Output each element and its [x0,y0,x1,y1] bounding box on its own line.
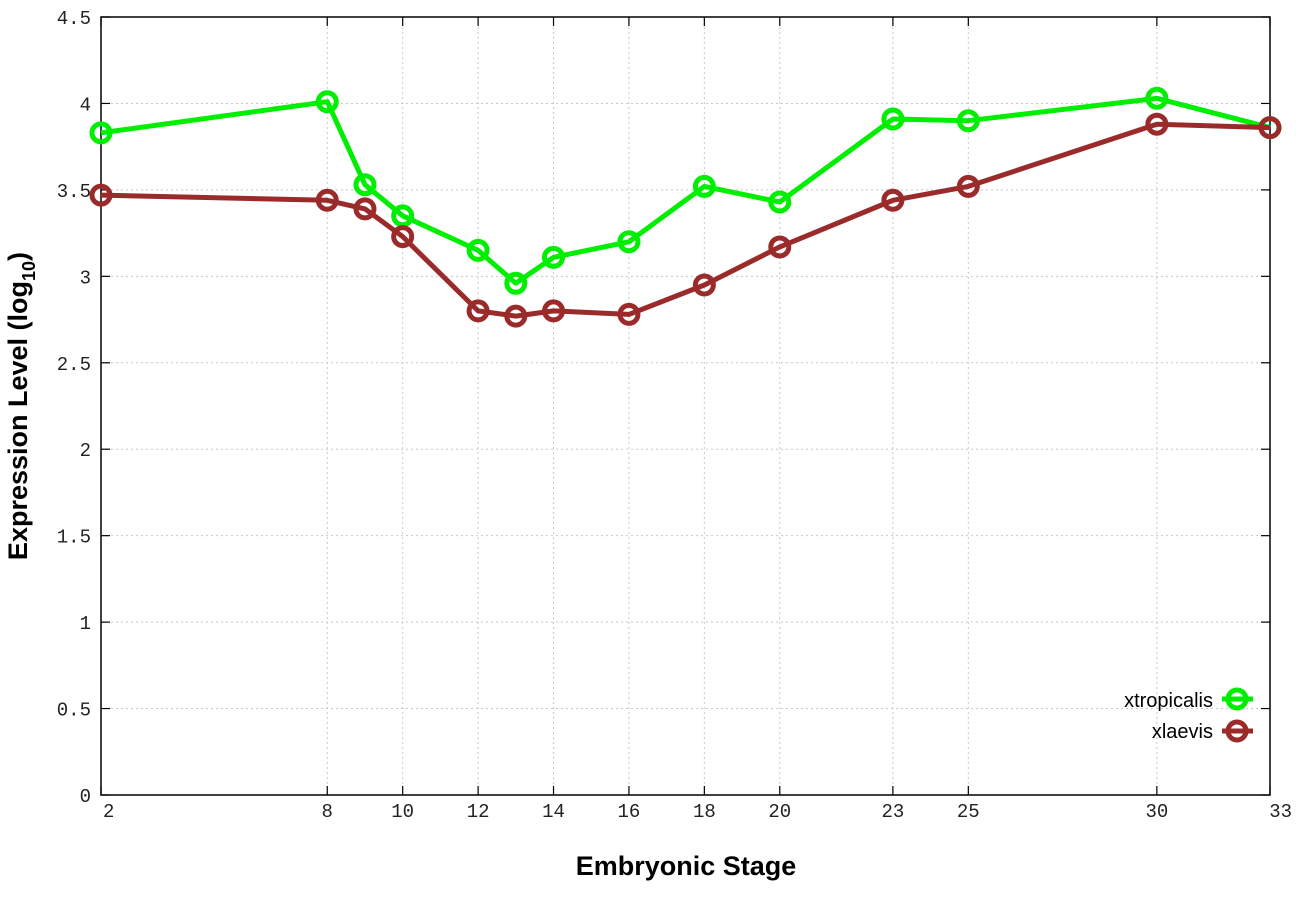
legend-label-xtropicalis: xtropicalis [1124,690,1213,712]
y-tick-label: 1 [80,613,91,635]
data-point-xlaevis [504,304,528,328]
x-tick-label: 10 [391,801,414,823]
x-tick-label: 25 [957,801,980,823]
y-tick-label: 0.5 [57,700,91,722]
y-tick-label: 0 [80,786,91,808]
x-tick-label: 14 [542,801,565,823]
y-axis-title-subscript: 10 [19,261,39,281]
legend-label-xlaevis: xlaevis [1152,721,1213,743]
data-point-xtropicalis [391,204,415,228]
data-point-xlaevis [1258,116,1282,140]
data-point-xtropicalis [1145,86,1169,110]
y-axis-title-main: Expression Level (log [3,281,33,560]
x-tick-label: 20 [768,801,791,823]
series-xlaevis [89,112,1282,328]
data-point-xlaevis [391,225,415,249]
data-point-xlaevis [956,174,980,198]
data-point-xtropicalis [617,230,641,254]
data-point-xlaevis [617,302,641,326]
data-point-xlaevis [1145,112,1169,136]
series-line-xlaevis [100,121,1271,319]
y-tick-label: 3.5 [57,181,91,203]
legend: xtropicalis xlaevis [1124,687,1253,743]
y-tick-label: 4 [80,94,91,116]
data-point-xtropicalis [881,107,905,131]
legend-entry-xtropicalis: xtropicalis [1124,687,1253,712]
data-point-xlaevis [881,188,905,212]
x-axis-title: Embryonic Stage [576,851,797,881]
grid [101,17,1270,795]
series-line-xtropicalis [100,95,1271,286]
data-point-xlaevis [353,197,377,221]
data-point-xtropicalis [353,173,377,197]
x-tick-label: 12 [467,801,490,823]
data-point-xtropicalis [466,238,490,262]
x-tick-label: 16 [618,801,641,823]
data-point-xlaevis [692,273,716,297]
axis-ticks: 0 0.5 1 1.5 2 2.5 3 3.5 4 4.5 2 8 10 12 14 16 18 20 23 25 30… [57,8,1292,823]
y-tick-label: 4.5 [57,8,91,30]
x-tick-label: 18 [693,801,716,823]
data-point-xtropicalis [89,121,113,145]
y-tick-label: 3 [80,267,91,289]
x-tick-label: 23 [881,801,904,823]
data-point-xtropicalis [692,174,716,198]
y-tick-label: 2 [80,440,91,462]
data-point-xlaevis [466,299,490,323]
data-point-xtropicalis [504,271,528,295]
x-tick-label: 33 [1269,801,1292,823]
data-point-xtropicalis [956,109,980,133]
data-point-xlaevis [542,299,566,323]
data-point-xlaevis [315,188,339,212]
series-layer [89,86,1282,328]
data-point-xtropicalis [768,190,792,214]
y-axis-title: Expression Level (log10) [3,252,39,560]
x-tick-label: 30 [1145,801,1168,823]
x-tick-label: 8 [322,801,333,823]
data-point-xtropicalis [542,245,566,269]
legend-entry-xlaevis: xlaevis [1152,719,1253,743]
y-tick-label: 2.5 [57,354,91,376]
plot-frame [100,16,1271,796]
legend-marker-xlaevis [1225,719,1249,743]
x-tick-label: 2 [103,801,114,823]
y-axis-title-end: ) [3,252,33,261]
series-xtropicalis [89,86,1282,295]
legend-marker-xtropicalis [1225,687,1249,711]
data-point-xlaevis [768,235,792,259]
y-tick-label: 1.5 [57,527,91,549]
data-point-xlaevis [89,183,113,207]
data-point-xtropicalis [315,90,339,114]
